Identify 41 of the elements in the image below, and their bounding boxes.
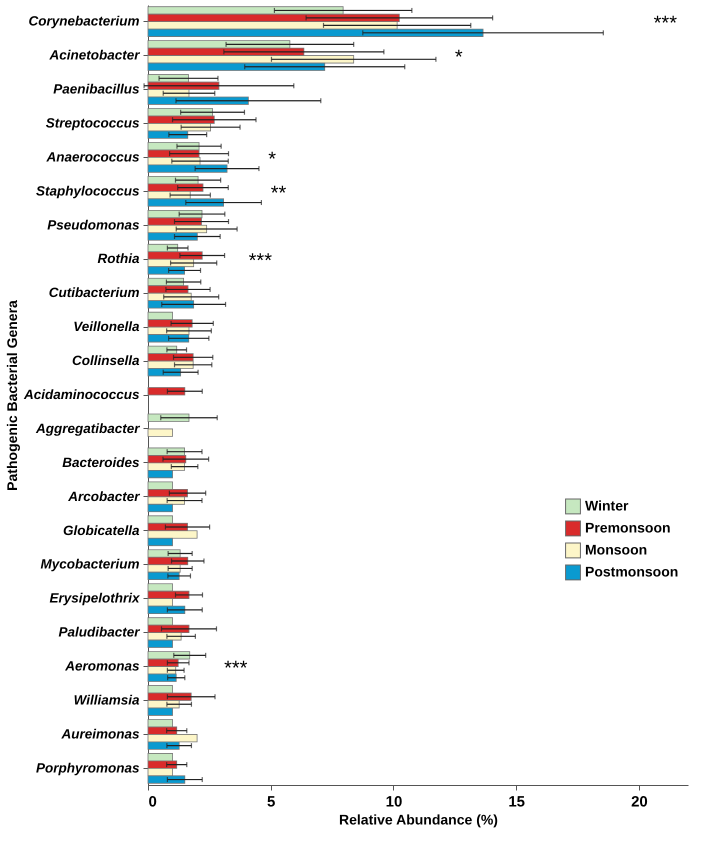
y-tick-label: Rothia <box>98 251 140 266</box>
legend-label: Monsoon <box>585 541 648 558</box>
y-tick-label: Paludibacter <box>58 624 140 640</box>
y-tick-label: Paenibacillus <box>53 82 140 97</box>
y-tick-label: Aeromonas <box>64 658 140 674</box>
legend-label: Winter <box>585 497 629 514</box>
y-axis-title: Pathogenic Bacterial Genera <box>4 300 20 491</box>
y-tick-label: Acinetobacter <box>48 48 140 63</box>
y-tick-label: Corynebacterium <box>28 14 140 29</box>
annotation: *** <box>248 250 272 272</box>
y-tick-label: Bacteroides <box>62 454 140 470</box>
y-tick-label: Williamsia <box>74 692 140 708</box>
annotation: ** <box>270 182 287 204</box>
x-tick-label: 20 <box>631 794 648 810</box>
annotation: *** <box>224 658 248 680</box>
y-tick-label: Streptococcus <box>46 115 140 130</box>
y-tick-label: Collinsella <box>72 353 140 368</box>
y-tick-label: Cutibacterium <box>48 285 140 300</box>
y-tick-label: Pseudomonas <box>47 217 140 232</box>
x-tick-label: 5 <box>267 794 276 810</box>
annotation: * <box>454 46 463 69</box>
y-tick-label: Aggregatibacter <box>34 420 140 436</box>
x-tick-label: 0 <box>148 794 157 810</box>
legend-label: Postmonsoon <box>585 563 678 580</box>
annotation: *** <box>654 12 678 35</box>
y-tick-label: Acidaminococcus <box>22 387 140 402</box>
y-tick-label: Arcobacter <box>67 488 140 504</box>
y-tick-label: Globicatella <box>62 522 140 538</box>
x-tick-label: 15 <box>508 794 526 810</box>
legend-label: Premonsoon <box>585 519 671 536</box>
x-axis-title: Relative Abundance (%) <box>339 812 498 828</box>
y-tick-label: Anaerococcus <box>45 149 140 164</box>
y-tick-label: Aureimonas <box>60 726 140 742</box>
annotation: * <box>268 148 276 170</box>
y-tick-label: Porphyromonas <box>36 760 140 776</box>
x-tick-label: 10 <box>386 794 402 810</box>
y-tick-label: Veillonella <box>73 319 140 334</box>
y-tick-label: Mycobacterium <box>40 556 140 572</box>
bar <box>148 428 173 437</box>
y-tick-label: Staphylococcus <box>36 183 140 198</box>
y-tick-label: Erysipelothrix <box>49 590 140 606</box>
